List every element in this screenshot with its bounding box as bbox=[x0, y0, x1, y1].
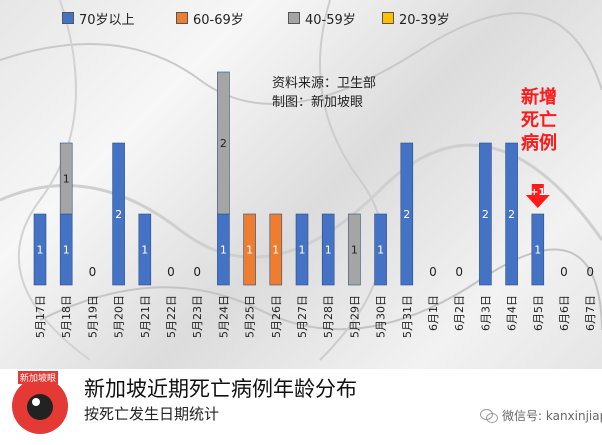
zero-value-label: 0 bbox=[586, 265, 594, 279]
x-tick-label: 5月21日 bbox=[139, 295, 152, 338]
chart-subtitle: 按死亡发生日期统计 bbox=[84, 405, 220, 423]
footer-panel bbox=[0, 369, 602, 445]
zero-value-label: 0 bbox=[560, 265, 568, 279]
chart-title: 新加坡近期死亡病例年龄分布 bbox=[84, 377, 357, 401]
bar-segment bbox=[321, 213, 335, 286]
data-source-note: 资料来源：卫生部 bbox=[272, 76, 377, 91]
bar-segment bbox=[531, 213, 545, 286]
legend-item-60-69: 60-69岁 bbox=[176, 8, 244, 28]
bar-segment bbox=[348, 213, 361, 286]
x-tick-label: 5月26日 bbox=[270, 295, 283, 338]
bar-value-label: 1 bbox=[141, 244, 148, 257]
x-tick-label: 6月5日 bbox=[532, 295, 545, 331]
x-tick-label: 5月20日 bbox=[113, 295, 126, 338]
bar-value-label: 2 bbox=[403, 208, 410, 221]
bar-segment bbox=[138, 213, 152, 286]
x-tick-label: 6月1日 bbox=[427, 295, 440, 331]
new-deaths-label-line1: 新增 bbox=[521, 87, 557, 108]
down-arrow-icon bbox=[525, 184, 550, 208]
bar-value-label: 2 bbox=[220, 137, 227, 150]
bar-value-label: 1 bbox=[63, 173, 70, 186]
zero-value-label: 0 bbox=[429, 265, 437, 279]
x-tick-label: 5月23日 bbox=[191, 295, 204, 338]
legend-label-20-39: 20-39岁 bbox=[399, 12, 450, 28]
bar-value-label: 1 bbox=[63, 244, 70, 257]
bar-value-label: 1 bbox=[272, 244, 279, 257]
bar-value-label: 1 bbox=[325, 244, 332, 257]
legend-label-70plus: 70岁以上 bbox=[79, 12, 135, 28]
bar-value-label: 1 bbox=[37, 244, 44, 257]
zero-value-label: 0 bbox=[455, 265, 463, 279]
bar-value-label: 2 bbox=[115, 208, 122, 221]
x-tick-label: 5月27日 bbox=[296, 295, 309, 338]
wechat-id: 微信号: kanxinjiapo bbox=[480, 407, 602, 424]
legend-swatch-60-69 bbox=[176, 12, 188, 24]
x-tick-label: 5月28日 bbox=[322, 295, 335, 338]
bar-segment bbox=[33, 213, 47, 286]
x-tick-label: 6月6日 bbox=[558, 295, 571, 331]
zero-value-label: 0 bbox=[193, 265, 201, 279]
x-tick-label: 6月3日 bbox=[479, 295, 492, 331]
zero-value-label: 0 bbox=[167, 265, 175, 279]
bar-segment bbox=[400, 142, 414, 286]
wechat-icon bbox=[480, 408, 498, 423]
bar-segment bbox=[269, 213, 283, 286]
new-deaths-label-line2: 死亡 bbox=[521, 110, 557, 131]
bar-value-label: 1 bbox=[377, 244, 384, 257]
legend-item-70plus: 70岁以上 bbox=[62, 8, 135, 28]
new-deaths-label-line3: 病例 bbox=[521, 133, 557, 154]
bar-value-label: 1 bbox=[246, 244, 253, 257]
x-tick-label: 5月29日 bbox=[348, 295, 361, 338]
x-tick-label: 6月7日 bbox=[584, 295, 597, 331]
x-tick-label: 5月22日 bbox=[165, 295, 178, 338]
bar-segment bbox=[217, 71, 230, 215]
bar-segment bbox=[479, 142, 492, 286]
bar-value-label: 2 bbox=[508, 208, 515, 221]
legend-swatch-70plus bbox=[62, 12, 74, 24]
legend-item-20-39: 20-39岁 bbox=[382, 8, 450, 28]
chart-maker-note: 制图：新加坡眼 bbox=[272, 95, 364, 110]
x-tick-label: 6月2日 bbox=[453, 295, 466, 331]
x-tick-label: 5月30日 bbox=[375, 295, 388, 338]
logo-eye-icon bbox=[32, 398, 40, 406]
x-tick-label: 5月25日 bbox=[244, 295, 257, 338]
wechat-id-text: 微信号: kanxinjiapo bbox=[502, 409, 602, 423]
bar-value-label: 1 bbox=[351, 244, 358, 257]
arrow-increment-label: +1 bbox=[530, 187, 545, 198]
zero-value-label: 0 bbox=[89, 265, 97, 279]
x-tick-label: 5月31日 bbox=[401, 295, 414, 338]
bar-segment bbox=[505, 142, 518, 286]
legend-item-40-59: 40-59岁 bbox=[288, 8, 356, 28]
x-tick-label: 5月19日 bbox=[86, 295, 99, 338]
bar-value-label: 2 bbox=[482, 208, 489, 221]
legend-label-40-59: 40-59岁 bbox=[305, 12, 356, 28]
bar-segment bbox=[243, 213, 256, 286]
bar-value-label: 1 bbox=[534, 244, 541, 257]
legend-swatch-20-39 bbox=[382, 12, 394, 24]
legend-label-60-69: 60-69岁 bbox=[193, 12, 244, 28]
x-tick-label: 5月17日 bbox=[34, 295, 47, 338]
x-tick-label: 5月18日 bbox=[60, 295, 73, 338]
legend-swatch-40-59 bbox=[288, 12, 300, 24]
logo-text: 新加坡眼 bbox=[18, 371, 59, 384]
bar-segment bbox=[112, 142, 125, 286]
x-tick-label: 5月24日 bbox=[217, 295, 230, 338]
logo-face-icon bbox=[27, 394, 53, 420]
brand-logo bbox=[12, 378, 68, 434]
bar-segment bbox=[59, 142, 73, 215]
bar-value-label: 1 bbox=[220, 244, 227, 257]
x-tick-label: 6月4日 bbox=[506, 295, 519, 331]
bar-segment bbox=[295, 213, 309, 286]
bar-value-label: 1 bbox=[299, 244, 306, 257]
bar-segment bbox=[374, 213, 387, 286]
